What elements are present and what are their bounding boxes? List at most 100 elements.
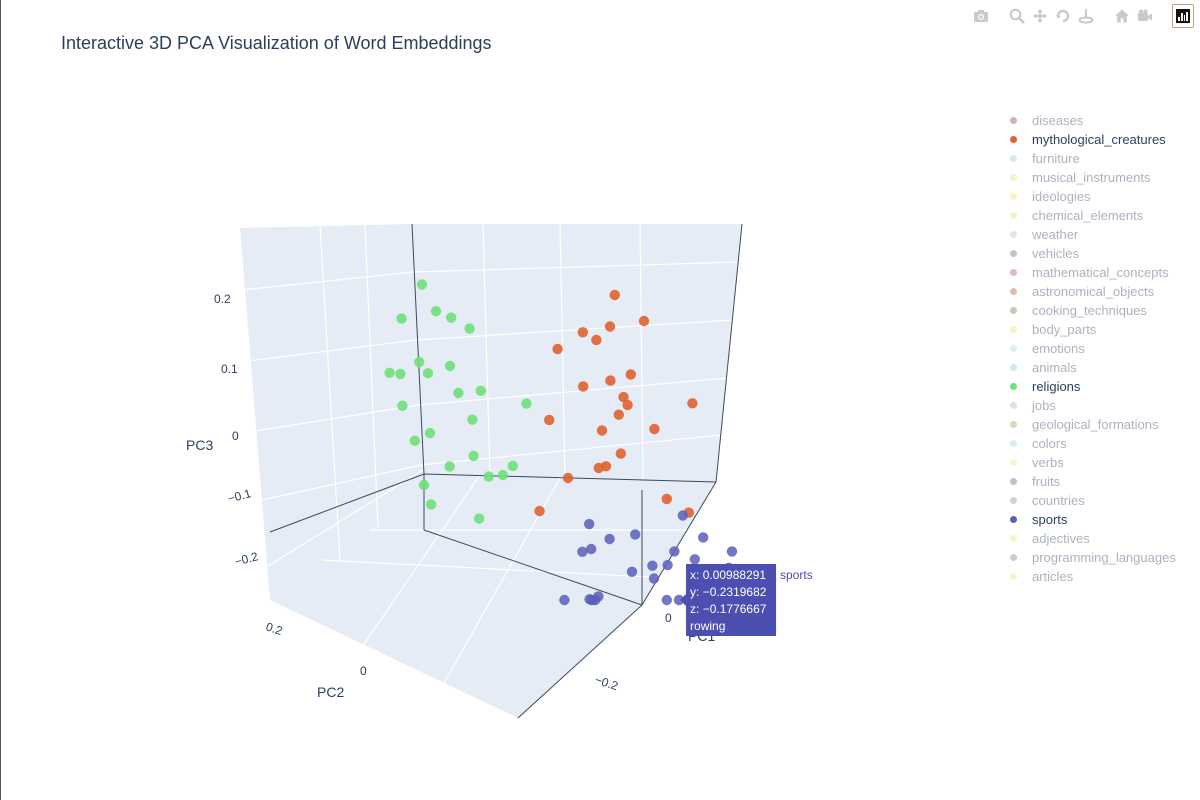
point-religions[interactable] (444, 360, 456, 372)
point-mythological-creatures[interactable] (534, 505, 545, 517)
plotly-logo-icon[interactable] (1172, 4, 1194, 28)
point-religions[interactable] (468, 450, 479, 462)
point-sports[interactable] (604, 533, 615, 545)
legend-item-ideologies[interactable]: ideologies (1008, 187, 1176, 206)
point-mythological-creatures[interactable] (552, 343, 563, 355)
point-religions[interactable] (464, 323, 475, 334)
home-icon[interactable] (1113, 7, 1131, 25)
point-religions[interactable] (395, 368, 406, 380)
point-mythological-creatures[interactable] (577, 327, 588, 338)
legend-item-sports[interactable]: sports (1008, 510, 1176, 529)
legend-item-animals[interactable]: animals (1008, 358, 1176, 377)
point-sports[interactable] (662, 559, 673, 571)
legend-item-programming-languages[interactable]: programming_languages (1008, 548, 1176, 567)
point-religions[interactable] (397, 400, 408, 411)
legend-label: furniture (1032, 151, 1080, 166)
point-sports[interactable] (669, 546, 680, 557)
orbit-icon[interactable] (1054, 7, 1072, 25)
zoom-icon[interactable] (1008, 7, 1026, 25)
scene-3d[interactable]: 0.2 0.1 0 −0.1 −0.2 PC3 0 −0.2 PC1 0.2 0… (0, 0, 1000, 800)
legend-item-mythological-creatures[interactable]: mythological_creatures (1008, 130, 1176, 149)
point-mythological-creatures[interactable] (687, 398, 698, 409)
camera-icon[interactable] (972, 7, 990, 25)
point-mythological-creatures[interactable] (562, 472, 574, 484)
point-sports[interactable] (689, 554, 700, 565)
point-mythological-creatures[interactable] (591, 334, 602, 346)
point-sports[interactable] (586, 543, 597, 555)
legend-item-musical-instruments[interactable]: musical_instruments (1008, 168, 1176, 187)
point-religions[interactable] (409, 435, 420, 446)
legend-item-vehicles[interactable]: vehicles (1008, 244, 1176, 263)
point-sports[interactable] (577, 546, 588, 557)
legend-item-diseases[interactable]: diseases (1008, 111, 1176, 130)
legend-item-fruits[interactable]: fruits (1008, 472, 1176, 491)
legend-item-adjectives[interactable]: adjectives (1008, 529, 1176, 548)
point-mythological-creatures[interactable] (604, 321, 616, 332)
camera-view-icon[interactable] (1136, 7, 1154, 25)
point-mythological-creatures[interactable] (544, 414, 555, 426)
point-religions[interactable] (446, 312, 457, 323)
point-religions[interactable] (453, 387, 464, 399)
point-mythological-creatures[interactable] (613, 409, 624, 420)
point-mythological-creatures[interactable] (578, 381, 589, 392)
point-mythological-creatures[interactable] (622, 399, 633, 411)
point-sports[interactable] (661, 594, 672, 606)
legend-item-body-parts[interactable]: body_parts (1008, 320, 1176, 339)
point-sports[interactable] (626, 566, 638, 577)
point-religions[interactable] (414, 356, 425, 368)
legend-item-weather[interactable]: weather (1008, 225, 1176, 244)
point-religions[interactable] (507, 460, 518, 472)
point-mythological-creatures[interactable] (625, 369, 636, 380)
point-sports[interactable] (559, 594, 570, 606)
point-religions[interactable] (521, 398, 532, 409)
point-mythological-creatures[interactable] (649, 423, 660, 435)
point-religions[interactable] (396, 313, 407, 324)
point-mythological-creatures[interactable] (638, 315, 650, 327)
legend-item-colors[interactable]: colors (1008, 434, 1176, 453)
point-religions[interactable] (418, 479, 430, 491)
legend-label: religions (1032, 379, 1081, 394)
point-mythological-creatures[interactable] (605, 375, 616, 386)
legend-item-mathematical-concepts[interactable]: mathematical_concepts (1008, 263, 1176, 282)
point-religions[interactable] (474, 513, 485, 524)
point-mythological-creatures[interactable] (661, 493, 672, 505)
point-religions[interactable] (384, 367, 395, 378)
legend-item-countries[interactable]: countries (1008, 491, 1176, 510)
point-religions[interactable] (467, 414, 478, 425)
legend-item-articles[interactable]: articles (1008, 567, 1176, 586)
point-sports[interactable] (726, 546, 738, 557)
point-mythological-creatures[interactable] (609, 289, 620, 301)
point-religions[interactable] (426, 499, 437, 510)
point-sports[interactable] (677, 510, 688, 521)
legend-item-verbs[interactable]: verbs (1008, 453, 1176, 472)
point-religions[interactable] (483, 471, 494, 482)
point-mythological-creatures[interactable] (615, 448, 626, 459)
turntable-icon[interactable] (1077, 7, 1095, 25)
point-religions[interactable] (497, 469, 508, 481)
legend-item-emotions[interactable]: emotions (1008, 339, 1176, 358)
point-religions[interactable] (422, 368, 434, 379)
point-sports[interactable] (673, 594, 685, 606)
point-religions[interactable] (424, 427, 436, 439)
point-sports[interactable] (584, 518, 595, 530)
point-religions[interactable] (475, 385, 486, 396)
point-sports[interactable] (590, 594, 601, 606)
legend-item-cooking-techniques[interactable]: cooking_techniques (1008, 301, 1176, 320)
legend-item-astronomical-objects[interactable]: astronomical_objects (1008, 282, 1176, 301)
point-sports[interactable] (698, 532, 709, 543)
legend-item-geological-formations[interactable]: geological_formations (1008, 415, 1176, 434)
legend-item-jobs[interactable]: jobs (1008, 396, 1176, 415)
point-sports[interactable] (647, 560, 658, 571)
legend-item-chemical-elements[interactable]: chemical_elements (1008, 206, 1176, 225)
point-religions[interactable] (416, 279, 428, 290)
point-sports[interactable] (648, 573, 660, 584)
point-mythological-creatures[interactable] (596, 425, 608, 436)
point-mythological-creatures[interactable] (600, 461, 612, 472)
pan-icon[interactable] (1031, 7, 1049, 25)
point-mythological-creatures[interactable] (618, 391, 629, 403)
point-religions[interactable] (430, 306, 442, 317)
legend-item-furniture[interactable]: furniture (1008, 149, 1176, 168)
point-religions[interactable] (444, 461, 455, 472)
legend-item-religions[interactable]: religions (1008, 377, 1176, 396)
point-sports[interactable] (630, 529, 641, 540)
